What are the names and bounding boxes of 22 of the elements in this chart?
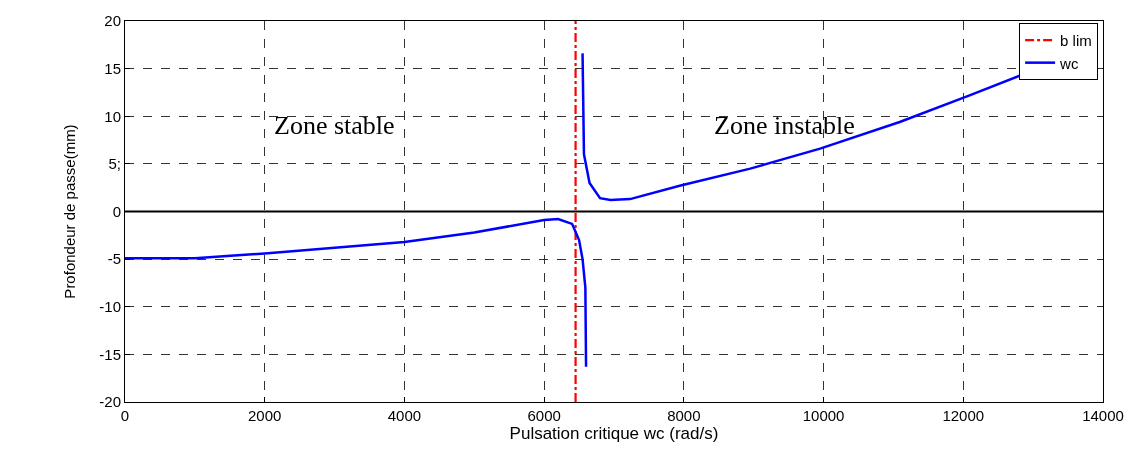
y-tick-label: 5;: [108, 155, 121, 173]
x-tick-label: 14000: [1082, 407, 1124, 424]
x-tick-label: 12000: [942, 407, 985, 424]
y-tick-label: -15: [99, 345, 121, 363]
x-axis-title: Pulsation critique wc (rad/s): [509, 424, 719, 444]
x-tick-label: 4000: [387, 407, 422, 424]
annotation: Zone stable: [274, 111, 395, 140]
y-tick-label: 20: [104, 12, 121, 30]
x-tick-label: 8000: [667, 407, 701, 424]
y-tick-label: -5: [107, 250, 121, 268]
x-tick-label: 6000: [527, 407, 561, 424]
y-tick-label: 0: [112, 202, 121, 220]
y-tick-label: 15: [104, 59, 121, 77]
y-tick-label: -20: [99, 393, 121, 411]
x-tick-label: 10000: [802, 407, 845, 424]
legend-label: b lim: [1060, 32, 1092, 50]
y-tick-label: 10: [104, 107, 121, 125]
y-axis-title: Profondeur de passe(mm): [60, 124, 78, 299]
legend-label: wc: [1059, 54, 1079, 72]
x-tick-label: 2000: [248, 407, 282, 424]
y-tick-label: -10: [99, 298, 121, 315]
annotation: Zone instable: [714, 111, 855, 140]
